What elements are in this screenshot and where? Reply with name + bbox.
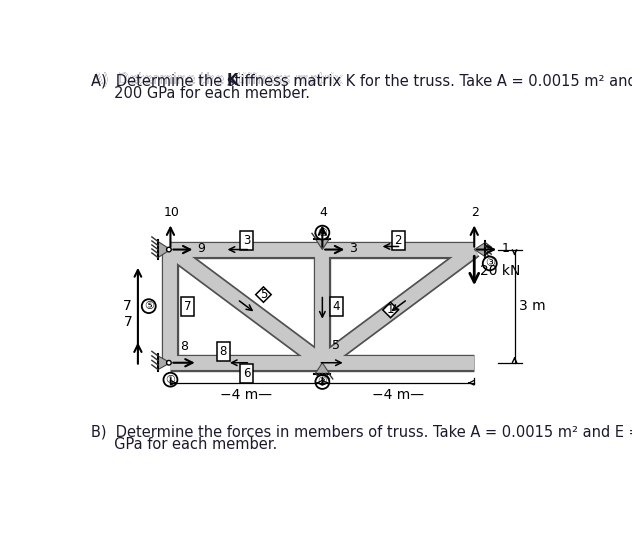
Text: 7: 7 bbox=[123, 299, 131, 313]
Text: ②: ② bbox=[317, 377, 327, 387]
Text: 8: 8 bbox=[219, 345, 227, 358]
Text: 1: 1 bbox=[501, 242, 509, 256]
Text: 8: 8 bbox=[180, 341, 188, 353]
Text: −4 m—: −4 m— bbox=[221, 388, 272, 402]
Polygon shape bbox=[315, 363, 329, 373]
Circle shape bbox=[167, 360, 171, 365]
Text: −4 m—: −4 m— bbox=[372, 388, 424, 402]
Circle shape bbox=[167, 247, 171, 252]
Text: GPa for each member.: GPa for each member. bbox=[90, 437, 277, 452]
Circle shape bbox=[315, 375, 329, 389]
Circle shape bbox=[315, 225, 329, 240]
Circle shape bbox=[483, 257, 497, 270]
Text: 10: 10 bbox=[163, 206, 179, 219]
Circle shape bbox=[142, 299, 155, 313]
Text: 3: 3 bbox=[243, 234, 250, 247]
Text: 2: 2 bbox=[394, 234, 402, 247]
Polygon shape bbox=[256, 287, 271, 302]
Text: A)  Determine the stiffness matrix: A) Determine the stiffness matrix bbox=[93, 72, 348, 87]
Text: 2: 2 bbox=[471, 206, 479, 219]
Circle shape bbox=[164, 373, 178, 387]
Text: 9: 9 bbox=[198, 242, 205, 256]
Text: 200 GPa for each member.: 200 GPa for each member. bbox=[90, 86, 310, 100]
Text: 6: 6 bbox=[243, 367, 250, 380]
Text: ⑤: ⑤ bbox=[143, 301, 154, 311]
Text: ①: ① bbox=[166, 375, 176, 385]
Polygon shape bbox=[158, 356, 171, 370]
Text: 5: 5 bbox=[260, 288, 267, 301]
Text: 7: 7 bbox=[184, 300, 191, 313]
Text: 3: 3 bbox=[349, 242, 357, 256]
Polygon shape bbox=[383, 302, 398, 318]
Text: B)  Determine the forces in members of truss. Take A = 0.0015 m² and E = 200: B) Determine the forces in members of tr… bbox=[90, 424, 632, 440]
Text: ③: ③ bbox=[485, 258, 495, 269]
Polygon shape bbox=[315, 239, 329, 250]
Text: 4: 4 bbox=[332, 300, 340, 313]
Polygon shape bbox=[158, 241, 171, 258]
Text: ④: ④ bbox=[317, 228, 327, 238]
Text: A)  Determine the stiffness matrix K for the truss. Take A = 0.0015 m² and E =: A) Determine the stiffness matrix K for … bbox=[90, 73, 632, 88]
Polygon shape bbox=[474, 242, 485, 257]
Text: 20 kN: 20 kN bbox=[480, 264, 521, 278]
Text: K: K bbox=[227, 73, 238, 88]
Text: 1: 1 bbox=[387, 304, 394, 317]
Text: A)  Determine the stiffness matrix: A) Determine the stiffness matrix bbox=[93, 72, 348, 87]
Text: 7: 7 bbox=[123, 314, 132, 329]
Text: 3 m: 3 m bbox=[520, 299, 546, 313]
Text: 4: 4 bbox=[319, 206, 327, 219]
Text: 5: 5 bbox=[332, 339, 340, 352]
